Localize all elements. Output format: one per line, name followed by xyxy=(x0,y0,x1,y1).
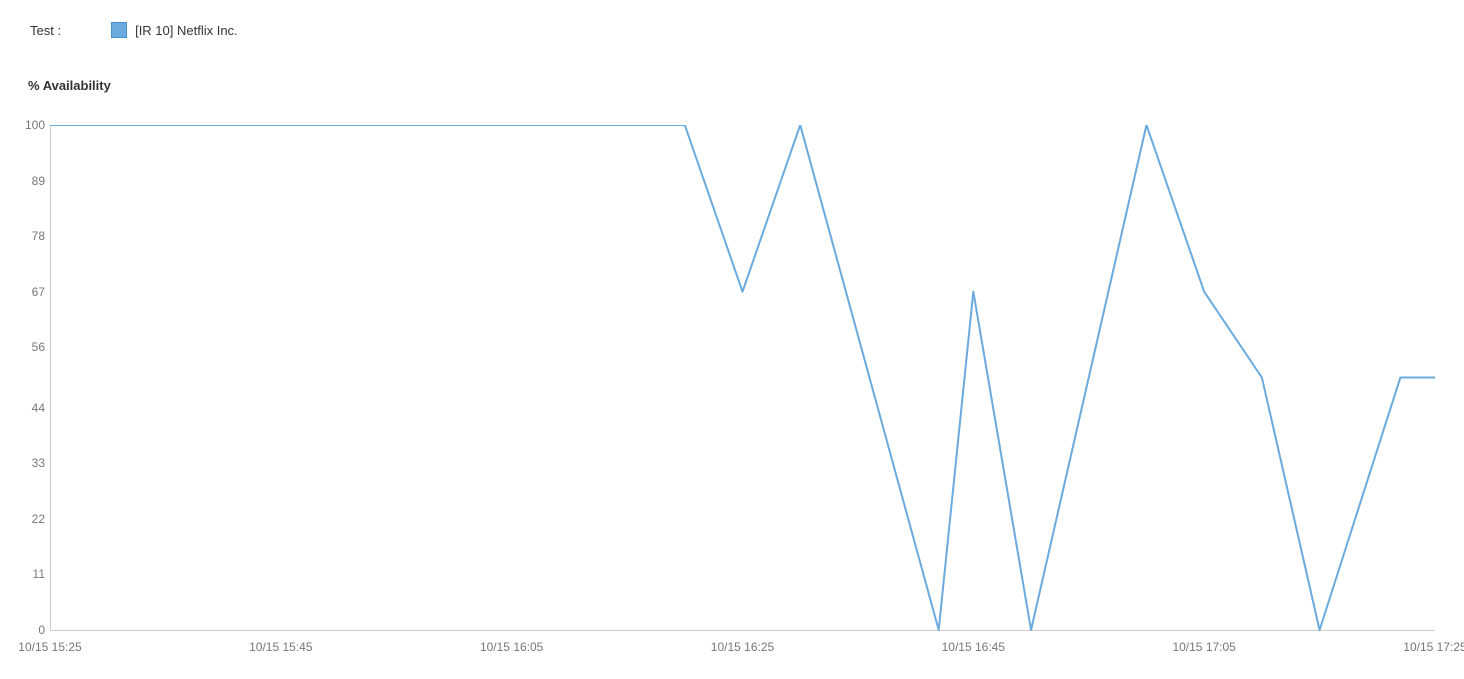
y-tick-label: 22 xyxy=(5,512,45,526)
y-tick-label: 44 xyxy=(5,401,45,415)
legend-swatch xyxy=(111,22,127,38)
y-tick-label: 11 xyxy=(5,567,45,581)
x-tick-label: 10/15 17:25 xyxy=(1403,640,1464,654)
x-tick-label: 10/15 16:05 xyxy=(480,640,543,654)
legend: Test : [IR 10] Netflix Inc. xyxy=(30,22,238,38)
y-axis-title: % Availability xyxy=(28,78,111,93)
x-tick-label: 10/15 17:05 xyxy=(1172,640,1235,654)
y-tick-label: 0 xyxy=(5,623,45,637)
y-tick-label: 100 xyxy=(5,118,45,132)
series-line xyxy=(50,125,1435,630)
y-tick-label: 89 xyxy=(5,174,45,188)
y-tick-label: 78 xyxy=(5,229,45,243)
x-tick-label: 10/15 16:25 xyxy=(711,640,774,654)
chart-container: Test : [IR 10] Netflix Inc. % Availabili… xyxy=(0,0,1464,679)
y-tick-label: 67 xyxy=(5,285,45,299)
y-tick-label: 56 xyxy=(5,340,45,354)
x-tick-label: 10/15 16:45 xyxy=(942,640,1005,654)
x-tick-label: 10/15 15:25 xyxy=(18,640,81,654)
legend-series-name: [IR 10] Netflix Inc. xyxy=(135,23,238,38)
legend-label: Test : xyxy=(30,23,61,38)
y-tick-label: 33 xyxy=(5,456,45,470)
line-chart xyxy=(50,125,1437,632)
x-tick-label: 10/15 15:45 xyxy=(249,640,312,654)
